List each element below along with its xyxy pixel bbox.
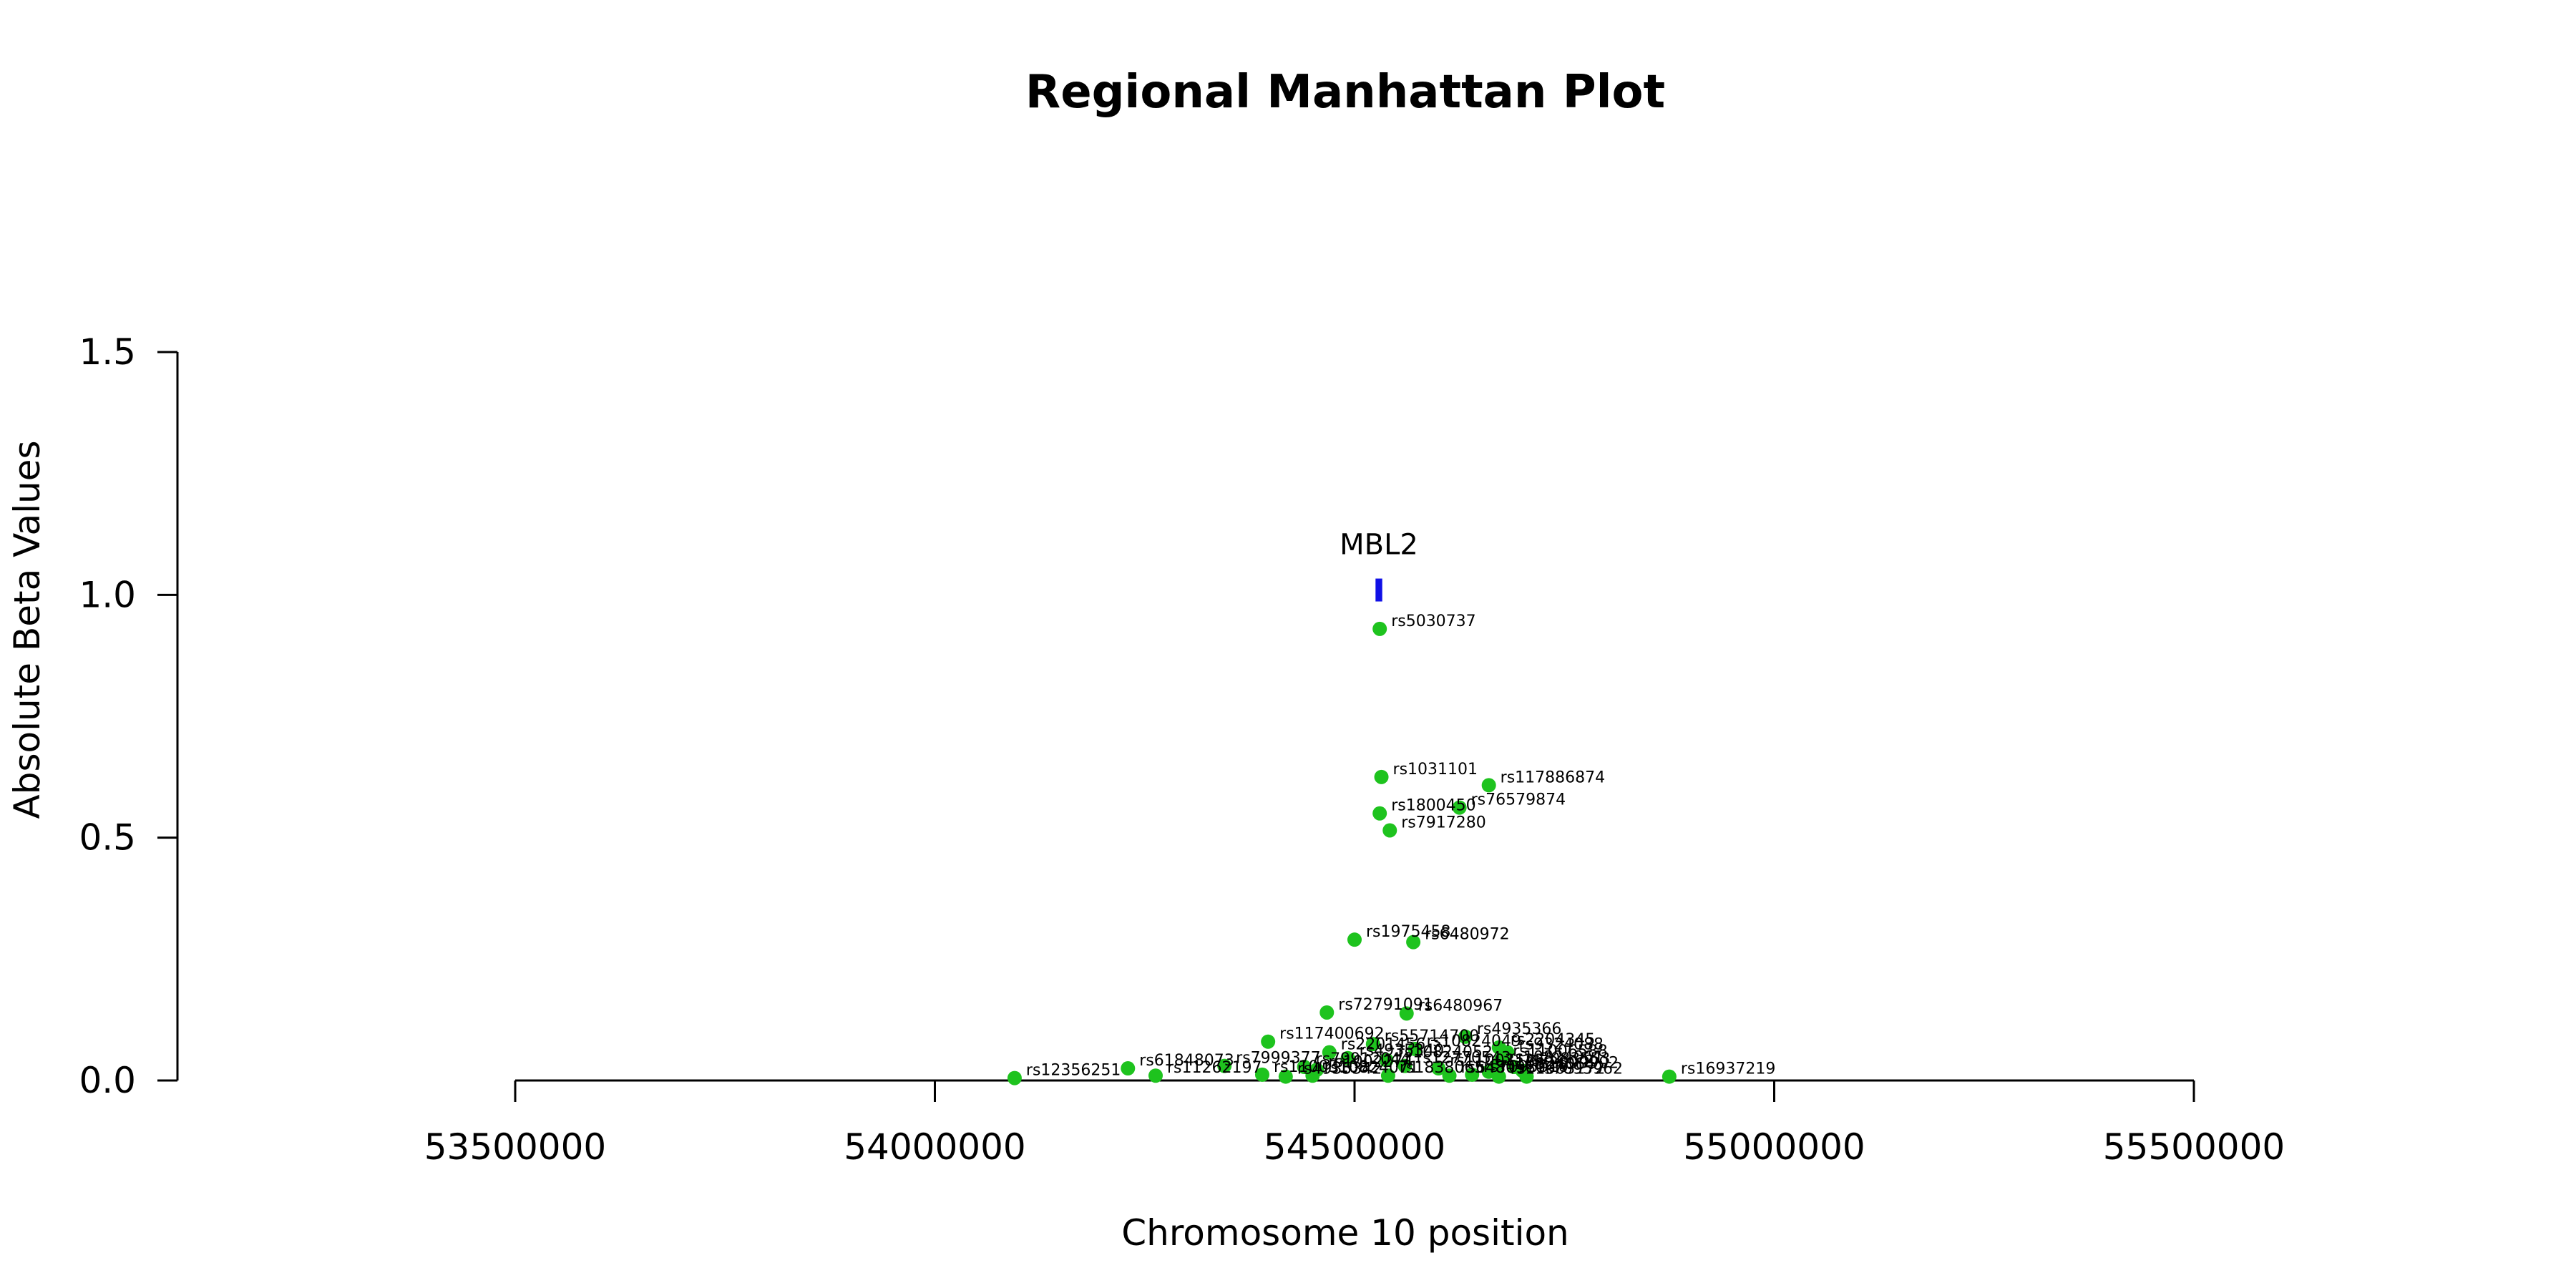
snp-point-rs7095962 — [1519, 1069, 1534, 1084]
snp-point-rs11003108 — [1254, 1067, 1269, 1082]
snp-label-rs10824071: rs10824071 — [1324, 1059, 1418, 1077]
snp-label-rs7999377: rs7999377 — [1236, 1050, 1321, 1068]
snp-point-rs16937219 — [1662, 1069, 1677, 1084]
snp-label-rs1975458: rs1975458 — [1366, 923, 1451, 941]
snp-label-rs11003172: rs11003172 — [1511, 1060, 1605, 1078]
snp-point-rs117886874 — [1481, 778, 1496, 793]
snp-label-rs10824052: rs10824052 — [1398, 1043, 1493, 1061]
snp-label-rs7083553: rs7083553 — [1526, 1050, 1611, 1068]
snp-point-rs10824049 — [1407, 1041, 1423, 1056]
snp-label-rs55714700: rs55714700 — [1385, 1028, 1479, 1045]
snp-point-rs10824052 — [1379, 1053, 1394, 1068]
snp-label-rs7095010: rs7095010 — [1483, 1058, 1568, 1076]
snp-label-rs6480980: rs6480980 — [1461, 1059, 1546, 1077]
snp-label-rs2201456: rs2201456 — [1341, 1036, 1426, 1054]
x-tick-label-3: 55000000 — [1683, 1126, 1865, 1168]
snp-point-rs76579874 — [1452, 800, 1467, 815]
snp-label-rs11003125: rs11003125 — [1450, 1052, 1544, 1070]
gene-marker-group: MBL2 — [1340, 529, 1418, 602]
snp-label-rs12356251: rs12356251 — [1026, 1062, 1121, 1080]
snp-point-rs55714700 — [1365, 1037, 1380, 1052]
snp-label-rs16937219: rs16937219 — [1681, 1060, 1775, 1078]
y-tick-label-1: 0.5 — [79, 817, 136, 859]
snp-label-rs72791091: rs72791091 — [1338, 996, 1433, 1014]
snp-point-rs1800450 — [1372, 806, 1387, 821]
snp-label-rs9324088: rs9324088 — [1518, 1036, 1604, 1054]
snp-label-rs11006588: rs11006588 — [1513, 1043, 1607, 1060]
snp-point-rs1031101 — [1374, 769, 1389, 784]
snp-label-rs1002274: rs1002274 — [1328, 1053, 1413, 1071]
snp-label-rs2204345: rs2204345 — [1511, 1031, 1596, 1049]
snp-label-rs4935366: rs4935366 — [1477, 1020, 1562, 1038]
axes — [176, 352, 2194, 1082]
x-axis-label: Chromosome 10 position — [1121, 1212, 1569, 1254]
snp-point-rs7999377 — [1217, 1058, 1232, 1073]
snp-point-rs10824071 — [1305, 1068, 1320, 1083]
snp-label-rs11003108: rs11003108 — [1274, 1058, 1368, 1076]
snp-label-rs4935342: rs4935342 — [1297, 1060, 1382, 1078]
snp-label-rs117886874: rs117886874 — [1501, 769, 1605, 786]
snp-label-rs11262197: rs11262197 — [1167, 1059, 1262, 1077]
snp-point-rs12356251 — [1007, 1070, 1022, 1085]
snp-label-rs61848073: rs61848073 — [1139, 1052, 1234, 1070]
snp-point-rs7095010 — [1465, 1067, 1480, 1082]
snp-point-rs6480967 — [1399, 1006, 1414, 1021]
snp-label-rs10824064: rs10824064 — [1501, 1055, 1595, 1073]
snp-label-rs117400692: rs117400692 — [1279, 1025, 1384, 1043]
snp-point-rs12770543 — [1397, 1058, 1413, 1073]
snp-label-rs76579874: rs76579874 — [1471, 791, 1566, 809]
x-tick-label-2: 54500000 — [1264, 1126, 1446, 1168]
snp-label-rs2099902: rs2099902 — [1534, 1054, 1619, 1072]
y-tick-label-2: 1.0 — [79, 574, 136, 615]
snp-label-rs1800450: rs1800450 — [1391, 797, 1476, 815]
snp-label-rs6480972: rs6480972 — [1425, 926, 1509, 944]
snp-point-rs6480972 — [1406, 935, 1421, 950]
y-tick-label-0: 0.0 — [79, 1060, 136, 1101]
snp-label-rs1031101: rs1031101 — [1393, 761, 1478, 779]
snp-point-rs7917280 — [1382, 823, 1397, 838]
y-ticks: 0.0 0.5 1.0 1.5 — [79, 331, 177, 1101]
snp-label-rs1838065: rs1838065 — [1400, 1059, 1484, 1077]
snp-label-rs10824061: rs10824061 — [1508, 1048, 1603, 1066]
y-tick-label-3: 1.5 — [79, 331, 136, 373]
snp-point-rs117400692 — [1261, 1034, 1276, 1049]
snp-point-rs4935366 — [1458, 1029, 1473, 1044]
snp-point-rs72791091 — [1319, 1005, 1335, 1020]
snp-point-rs61848073 — [1121, 1061, 1136, 1076]
snp-point-rs4935340 — [1340, 1050, 1355, 1065]
snp-label-rs6480967: rs6480967 — [1418, 997, 1503, 1015]
snp-label-rs79912044: rs79912044 — [1316, 1050, 1410, 1068]
snp-point-rs11003172 — [1491, 1069, 1506, 1084]
x-tick-label-4: 55500000 — [2103, 1126, 2285, 1168]
chart-title: Regional Manhattan Plot — [1025, 66, 1665, 119]
gene-bar-mbl2 — [1375, 578, 1382, 602]
snp-label-rs7917280: rs7917280 — [1401, 814, 1486, 831]
x-ticks: 53500000 54000000 54500000 55000000 55500000 — [424, 1080, 2285, 1168]
y-axis-label: Absolute Beta Values — [6, 441, 48, 819]
snp-points — [1007, 621, 1677, 1085]
snp-point-rs1975458 — [1347, 932, 1362, 947]
snp-point-rs4935342 — [1278, 1069, 1293, 1084]
snp-label-rs4935340: rs4935340 — [1360, 1042, 1445, 1060]
x-tick-label-0: 53500000 — [424, 1126, 607, 1168]
snp-point-rs2201456 — [1322, 1045, 1337, 1060]
snp-point-rs11003125 — [1431, 1061, 1446, 1076]
snp-label-rs7095962: rs7095962 — [1538, 1060, 1623, 1078]
snp-point-rs6480980 — [1442, 1068, 1457, 1083]
snp-label-rs12770543: rs12770543 — [1416, 1050, 1511, 1068]
snp-label-rs5030737: rs5030737 — [1391, 613, 1476, 630]
snp-label-rs10824049: rs10824049 — [1426, 1033, 1521, 1050]
snp-point-rs5030737 — [1372, 621, 1387, 636]
snp-point-rs1838065 — [1380, 1068, 1395, 1083]
snp-point-rs11262197 — [1148, 1068, 1163, 1083]
x-tick-label-1: 54000000 — [844, 1126, 1026, 1168]
gene-label: MBL2 — [1340, 529, 1418, 562]
